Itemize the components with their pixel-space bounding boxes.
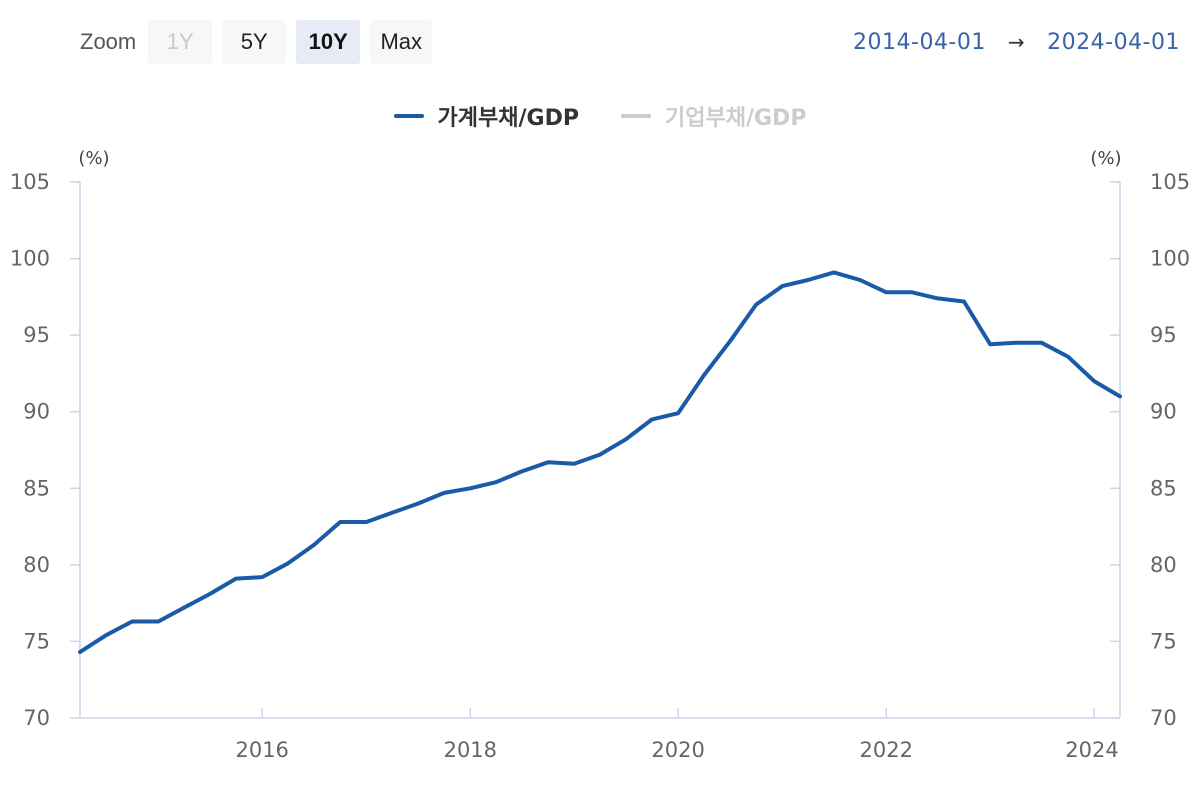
y-axis-left-unit: (%) — [78, 148, 109, 169]
data-point — [338, 520, 342, 524]
y-tick-label-right: 80 — [1150, 553, 1177, 577]
data-point — [364, 520, 369, 524]
x-tick-label: 2024 — [1065, 738, 1118, 762]
data-point — [754, 302, 758, 307]
data-point — [858, 278, 862, 282]
data-point — [286, 561, 290, 565]
y-tick-label-left: 80 — [23, 553, 50, 577]
data-point — [598, 452, 602, 457]
chart-legend: 가계부채/GDP 기업부채/GDP — [0, 100, 1200, 132]
chart-axes: (%) (%) — [78, 148, 1122, 719]
date-range: 2014-04-01 → 2024-04-01 — [853, 22, 1180, 62]
legend-item-corporate-debt[interactable]: 기업부채/GDP — [621, 100, 806, 132]
data-point — [650, 417, 654, 421]
zoom-label: Zoom — [80, 29, 137, 54]
y-tick-label-right: 100 — [1150, 247, 1190, 271]
x-tick-label: 2022 — [860, 738, 913, 762]
y-tick-label-left: 70 — [23, 706, 50, 730]
zoom-5y-button[interactable]: 5Y — [222, 20, 287, 64]
data-point — [936, 296, 940, 300]
data-point — [676, 411, 680, 415]
data-point — [260, 575, 264, 579]
chart-ticks: 70 70 75 75 80 80 85 85 90 90 95 95 100 100 105 105 2016… — [10, 170, 1190, 762]
data-point — [520, 469, 524, 474]
y-axis-right-unit: (%) — [1090, 148, 1121, 169]
data-point — [1066, 354, 1070, 359]
zoom-10y-button[interactable]: 10Y — [296, 20, 361, 64]
arrow-right-icon: → — [1007, 30, 1026, 54]
data-point — [130, 619, 134, 624]
y-tick-label-left: 105 — [10, 170, 50, 194]
zoom-toolbar: Zoom 1Y 5Y 10Y Max — [80, 20, 433, 64]
data-point — [832, 270, 836, 274]
data-point — [728, 339, 732, 343]
range-start-date[interactable]: 2014-04-01 — [853, 29, 986, 55]
legend-label: 기업부채/GDP — [665, 106, 807, 131]
data-point — [546, 460, 550, 464]
data-point — [234, 577, 238, 581]
data-point — [156, 619, 160, 624]
y-tick-label-right: 90 — [1150, 400, 1177, 424]
data-point — [494, 480, 498, 484]
legend-swatch — [621, 114, 651, 118]
data-point — [312, 543, 316, 547]
y-tick-label-left: 100 — [10, 247, 50, 271]
y-tick-label-right: 85 — [1150, 476, 1177, 500]
y-tick-label-left: 75 — [23, 629, 50, 653]
data-point — [442, 491, 446, 495]
y-tick-label-left: 90 — [23, 400, 50, 424]
legend-label: 가계부채/GDP — [437, 106, 579, 131]
data-point — [416, 502, 420, 506]
data-point — [468, 486, 472, 490]
x-tick-label: 2020 — [651, 738, 704, 762]
data-point — [390, 511, 394, 515]
y-tick-label-right: 70 — [1150, 706, 1177, 730]
data-point — [1092, 379, 1096, 383]
y-tick-label-left: 85 — [23, 476, 50, 500]
data-point — [624, 437, 628, 441]
data-point — [104, 633, 108, 637]
data-point — [1014, 341, 1018, 345]
data-point — [884, 290, 888, 294]
data-point — [910, 290, 914, 294]
data-point — [988, 342, 992, 346]
y-tick-label-left: 95 — [23, 323, 50, 347]
data-point — [806, 278, 810, 282]
data-point — [1040, 341, 1044, 345]
y-tick-label-right: 75 — [1150, 629, 1177, 653]
zoom-1y-button[interactable]: 1Y — [148, 20, 213, 64]
data-point — [208, 592, 212, 596]
data-point — [182, 606, 186, 610]
data-point — [1118, 394, 1122, 398]
y-tick-label-right: 105 — [1150, 170, 1190, 194]
x-tick-label: 2016 — [235, 738, 288, 762]
x-tick-label: 2018 — [444, 738, 497, 762]
y-tick-label-right: 95 — [1150, 323, 1177, 347]
data-point — [780, 284, 784, 288]
zoom-max-button[interactable]: Max — [370, 20, 433, 64]
data-point — [78, 650, 82, 654]
range-end-date[interactable]: 2024-04-01 — [1047, 29, 1180, 55]
data-point — [962, 299, 966, 304]
data-point — [572, 462, 576, 466]
data-point — [702, 373, 706, 377]
legend-item-household-debt[interactable]: 가계부채/GDP — [393, 100, 579, 132]
legend-swatch — [393, 114, 424, 118]
chart-series — [78, 270, 1122, 655]
series-line-household-debt — [78, 270, 1122, 655]
